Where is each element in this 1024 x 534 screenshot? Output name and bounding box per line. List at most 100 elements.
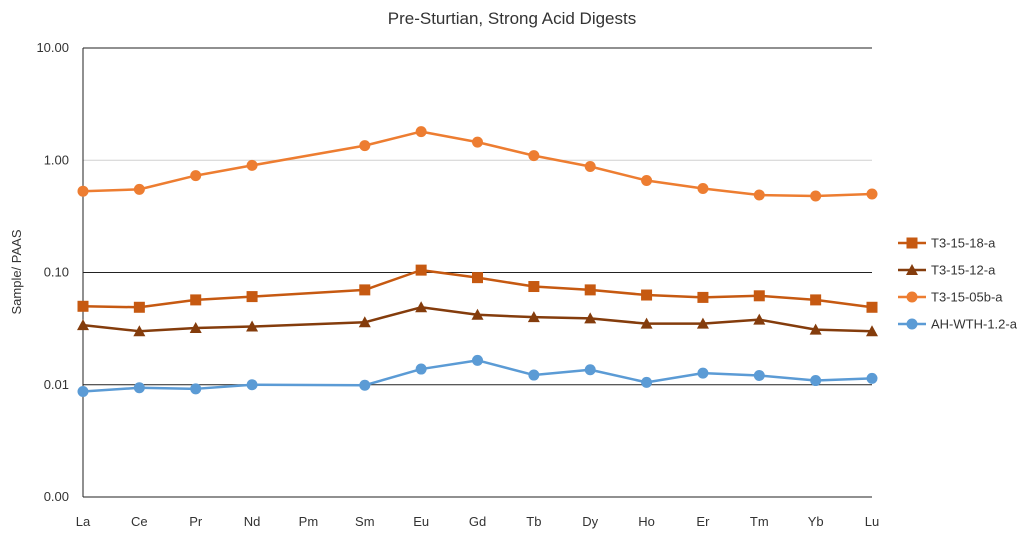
data-point xyxy=(866,188,878,200)
x-tick-label: Pm xyxy=(299,514,319,529)
x-tick-label: Gd xyxy=(469,514,486,529)
series xyxy=(77,126,878,202)
data-point xyxy=(472,354,483,366)
series xyxy=(77,301,878,337)
data-point xyxy=(866,372,878,384)
data-point xyxy=(415,363,427,375)
series-line xyxy=(82,130,873,198)
data-point xyxy=(528,369,540,381)
data-point xyxy=(190,170,202,182)
y-axis-title: Sample/ PAAS xyxy=(9,229,24,314)
data-point xyxy=(753,189,765,201)
series-layer xyxy=(77,126,878,398)
x-tick-label: Pr xyxy=(189,514,203,529)
legend-label: T3-15-12-a xyxy=(931,263,996,278)
series-line xyxy=(82,268,873,309)
legend-item: T3-15-18-a xyxy=(898,236,996,251)
data-point xyxy=(133,382,145,394)
y-tick-label: 0.01 xyxy=(44,377,69,392)
data-point xyxy=(359,140,371,152)
data-point xyxy=(753,313,766,325)
x-tick-label: Er xyxy=(696,514,710,529)
data-point xyxy=(246,291,258,303)
y-tick-label: 0.10 xyxy=(44,265,69,280)
x-tick-label: Dy xyxy=(582,514,598,529)
data-point xyxy=(77,386,89,398)
y-tick-label: 1.00 xyxy=(44,152,69,167)
x-tick-label: Nd xyxy=(244,514,261,529)
legend-item: T3-15-05b-a xyxy=(898,290,1003,305)
data-point xyxy=(906,264,918,275)
data-point xyxy=(77,185,89,197)
data-point xyxy=(584,312,597,324)
data-point xyxy=(697,367,709,379)
data-point xyxy=(866,301,878,313)
data-point xyxy=(584,364,596,376)
data-point xyxy=(640,317,653,329)
data-point xyxy=(359,284,371,296)
chart-title: Pre-Sturtian, Strong Acid Digests xyxy=(388,9,637,28)
x-tick-label: Eu xyxy=(413,514,429,529)
y-tick-label: 0.00 xyxy=(44,489,69,504)
data-point xyxy=(753,369,765,381)
data-point xyxy=(810,190,822,202)
data-point xyxy=(77,319,89,331)
legend-label: AH-WTH-1.2-a xyxy=(931,317,1018,332)
data-point xyxy=(471,308,484,320)
data-point xyxy=(641,376,653,388)
data-point xyxy=(810,375,822,387)
y-tick-label: 10.00 xyxy=(36,40,69,55)
data-point xyxy=(696,317,709,329)
data-point xyxy=(641,175,653,187)
data-point xyxy=(527,311,540,323)
legend-item: AH-WTH-1.2-a xyxy=(898,317,1018,332)
data-point xyxy=(753,290,765,302)
data-point xyxy=(189,322,202,334)
axes: 10.00 1.00 0.10 0.01 0.00 La Ce Pr Nd Pm Sm Eu Gd Tb D… xyxy=(36,40,879,529)
data-point xyxy=(359,379,371,391)
legend: T3-15-18-a T3-15-12-a T3-15-05b-a AH-WTH-1.… xyxy=(898,236,1018,332)
x-tick-label: Sm xyxy=(355,514,375,529)
data-point xyxy=(866,325,878,337)
data-point xyxy=(415,301,428,313)
x-tick-label: Tm xyxy=(750,514,769,529)
data-point xyxy=(809,323,822,335)
data-point xyxy=(190,294,202,306)
data-point xyxy=(584,284,596,296)
data-point xyxy=(906,318,918,330)
series xyxy=(77,354,878,398)
series xyxy=(77,264,878,313)
data-point xyxy=(415,126,427,138)
x-tick-label: Ho xyxy=(638,514,655,529)
series-line xyxy=(82,306,873,333)
data-point xyxy=(472,136,483,148)
legend-item: T3-15-12-a xyxy=(898,263,996,278)
legend-label: T3-15-05b-a xyxy=(931,290,1003,305)
data-point xyxy=(133,325,146,337)
data-point xyxy=(584,160,596,172)
data-point xyxy=(77,300,89,312)
data-point xyxy=(190,383,202,395)
x-tick-label: La xyxy=(76,514,91,529)
data-point xyxy=(472,272,483,284)
data-point xyxy=(133,301,145,313)
data-point xyxy=(415,264,427,276)
series-line xyxy=(82,359,873,393)
data-point xyxy=(246,159,258,171)
x-tick-label: Tb xyxy=(526,514,541,529)
data-point xyxy=(133,183,145,195)
data-point xyxy=(641,289,653,301)
data-point xyxy=(358,316,371,328)
data-point xyxy=(810,294,822,306)
x-tick-label: Ce xyxy=(131,514,148,529)
data-point xyxy=(906,237,918,249)
legend-label: T3-15-18-a xyxy=(931,236,996,251)
data-point xyxy=(697,183,709,195)
x-tick-label: Lu xyxy=(865,514,879,529)
data-point xyxy=(246,379,258,391)
data-point xyxy=(528,281,540,293)
x-tick-label: Yb xyxy=(808,514,824,529)
gridlines xyxy=(83,47,872,386)
data-point xyxy=(697,291,709,303)
